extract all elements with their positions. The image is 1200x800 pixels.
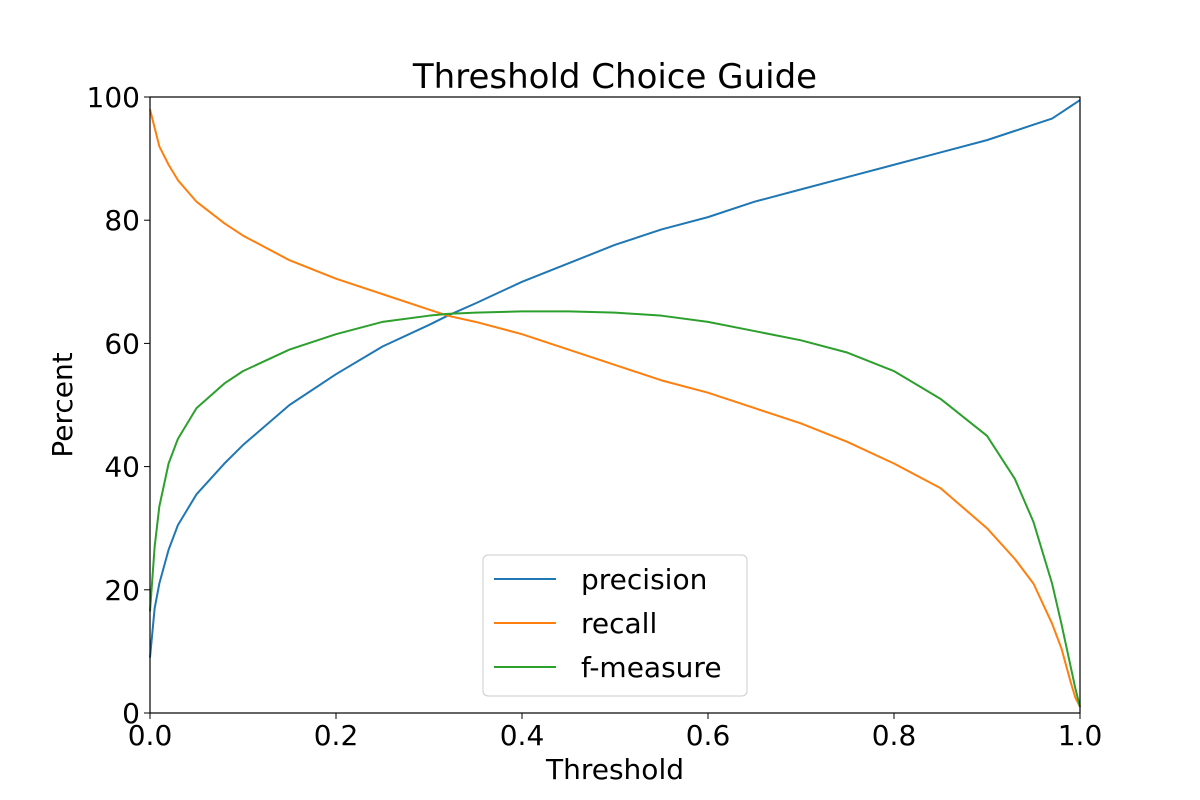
- x-tick-label: 0.8: [872, 719, 917, 752]
- y-tick-label: 100: [87, 81, 140, 114]
- y-tick-label: 0: [122, 697, 140, 730]
- legend-label-precision: precision: [581, 563, 707, 596]
- x-tick-label: 0.2: [314, 719, 359, 752]
- x-axis: 0.0 0.2 0.4 0.6 0.8 1.0: [128, 713, 1103, 752]
- legend: precision recall f-measure: [482, 554, 748, 697]
- series-line-precision: [149, 99, 1081, 658]
- x-tick-label: 0.4: [500, 719, 545, 752]
- y-axis: 0 20 40 60 80 100: [87, 81, 150, 730]
- y-tick-label: 60: [104, 327, 140, 360]
- x-axis-label: Threshold: [545, 753, 684, 786]
- y-tick-label: 20: [104, 574, 140, 607]
- series-lines: [149, 99, 1081, 708]
- series-line-f-measure: [149, 310, 1081, 708]
- legend-box: [482, 554, 748, 697]
- y-axis-label: Percent: [46, 352, 79, 457]
- series-line-recall: [149, 109, 1081, 708]
- x-tick-label: 0.6: [686, 719, 731, 752]
- plot-frame: [149, 96, 1081, 714]
- x-tick-label: 0.0: [128, 719, 173, 752]
- chart-title: Threshold Choice Guide: [412, 57, 817, 97]
- y-tick-label: 80: [104, 204, 140, 237]
- legend-label-recall: recall: [581, 607, 657, 640]
- y-tick-label: 40: [104, 451, 140, 484]
- legend-label-f-measure: f-measure: [581, 651, 722, 684]
- x-tick-label: 1.0: [1058, 719, 1103, 752]
